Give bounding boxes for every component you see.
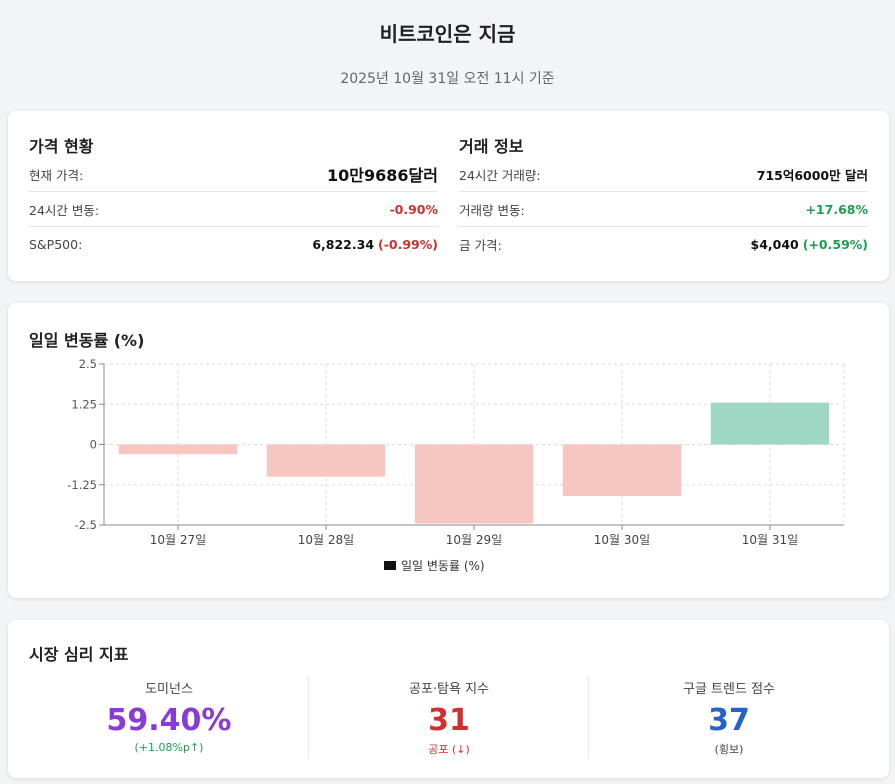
trade-row-volume-change: 거래량 변동: +17.68% [459, 192, 868, 227]
sp500-value: 6,822.34 [312, 237, 375, 252]
gold-value-group: $4,040 (+0.59%) [751, 237, 869, 252]
trade-section: 거래 정보 24시간 거래량: 715억6000만 달러 거래량 변동: +17… [459, 133, 868, 262]
divider [588, 676, 589, 758]
price-row-sp500: S&P500: 6,822.34 (-0.99%) [29, 227, 438, 262]
y-tick-label: 0 [90, 438, 97, 452]
chart-card: 일일 변동률 (%) 2.5 1.25 0 -1.25 -2.5 10월 27일 10월 2… [8, 303, 889, 598]
x-tick-label: 10월 30일 [594, 533, 650, 547]
metric-google-trend: 구글 트렌드 점수 37 (횡보) [589, 676, 869, 761]
row-label: S&P500: [29, 237, 83, 252]
bar [710, 402, 830, 445]
gold-change: (+0.59%) [802, 237, 868, 252]
metric-label: 공포·탐욕 지수 [408, 682, 490, 697]
row-label: 24시간 변동: [29, 202, 100, 218]
row-label: 금 가격: [459, 238, 502, 253]
trade-row-volume: 24시간 거래량: 715억6000만 달러 [459, 157, 868, 192]
current-price-value: 10만9686달러 [327, 166, 438, 185]
metric-sub: 공포 (↓) [428, 743, 470, 756]
metric-value: 59.40% [106, 703, 232, 738]
divider [308, 676, 309, 758]
price-section: 가격 현황 현재 가격: 10만9686달러 24시간 변동: -0.90% S… [29, 133, 438, 262]
volume-change-value: +17.68% [805, 201, 868, 217]
legend-label: 일일 변동률 (%) [401, 559, 485, 573]
change-24h-value: -0.90% [389, 201, 438, 217]
bar [562, 444, 682, 497]
x-tick-label: 10월 28일 [298, 533, 354, 547]
row-label: 거래량 변동: [459, 202, 525, 218]
bar [118, 444, 238, 455]
metric-sub: (+1.08%p↑) [134, 741, 204, 754]
bar [414, 444, 534, 524]
price-section-title: 가격 현황 [29, 137, 94, 156]
sp500-change: (-0.99%) [378, 237, 438, 252]
y-tick-label: 2.5 [79, 357, 97, 371]
trade-section-title: 거래 정보 [459, 137, 524, 156]
metric-value: 37 [708, 703, 750, 738]
y-tick-label: -1.25 [67, 478, 97, 492]
legend-swatch [384, 561, 396, 570]
y-tick-label: -2.5 [75, 518, 97, 532]
gold-value: $4,040 [750, 237, 799, 252]
sentiment-title: 시장 심리 지표 [29, 645, 129, 664]
sp500-value-group: 6,822.34 (-0.99%) [312, 237, 438, 252]
metric-label: 도미넌스 [145, 682, 193, 697]
metric-dominance: 도미넌스 59.40% (+1.08%p↑) [29, 676, 309, 761]
x-tick-label: 10월 27일 [150, 533, 206, 547]
volume-value: 715억6000만 달러 [756, 167, 868, 183]
bar [266, 444, 386, 477]
metric-value: 31 [428, 703, 470, 738]
page-title: 비트코인은 지금 [379, 22, 516, 46]
sentiment-card: 시장 심리 지표 도미넌스 59.40% (+1.08%p↑) 공포·탐욕 지수… [8, 620, 889, 778]
chart-title: 일일 변동률 (%) [29, 331, 145, 350]
x-tick-label: 10월 31일 [742, 533, 798, 547]
info-card: 가격 현황 현재 가격: 10만9686달러 24시간 변동: -0.90% S… [8, 111, 889, 281]
daily-change-chart: 2.5 1.25 0 -1.25 -2.5 10월 27일 10월 28일 10월 29일 10… [67, 357, 845, 573]
row-label: 24시간 거래량: [459, 167, 541, 183]
metric-fear-greed: 공포·탐욕 지수 31 공포 (↓) [309, 676, 589, 761]
y-tick-label: 1.25 [71, 397, 97, 411]
metric-label: 구글 트렌드 점수 [683, 682, 775, 697]
metric-sub: (횡보) [714, 743, 744, 756]
trade-row-gold: 금 가격: $4,040 (+0.59%) [459, 227, 868, 262]
price-row-current: 현재 가격: 10만9686달러 [29, 157, 438, 192]
x-tick-label: 10월 29일 [446, 533, 502, 547]
row-label: 현재 가격: [29, 167, 84, 183]
page-subtitle: 2025년 10월 31일 오전 11시 기준 [340, 71, 555, 87]
price-row-24h: 24시간 변동: -0.90% [29, 192, 438, 227]
